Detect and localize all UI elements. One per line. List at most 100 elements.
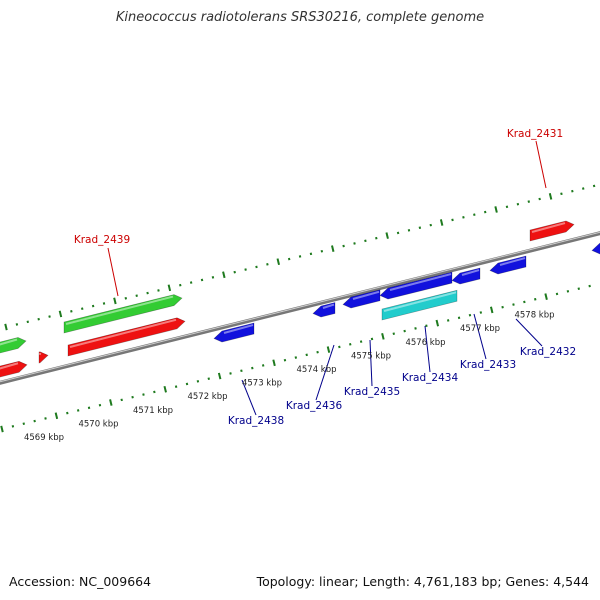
- inner-minor-tick: [468, 313, 472, 317]
- gene-layer: [0, 220, 600, 378]
- gene-label-leader-line: [315, 344, 335, 401]
- scale-label: 4577 kbp: [460, 324, 500, 334]
- outer-minor-tick: [483, 210, 487, 214]
- outer-minor-tick: [375, 236, 378, 240]
- gene-label: Krad_2431: [507, 128, 563, 140]
- scale-label: 4576 kbp: [405, 338, 445, 348]
- gene-label-leader-line: [535, 140, 547, 189]
- outer-minor-tick: [91, 304, 95, 308]
- inner-minor-tick: [229, 372, 232, 375]
- gene-highlight: [383, 291, 457, 312]
- outer-minor-tick: [189, 281, 193, 284]
- gene-red-block: [0, 360, 28, 378]
- inner-minor-tick: [425, 324, 428, 328]
- gene-label-leader-line: [107, 247, 119, 297]
- outer-minor-tick: [505, 205, 509, 209]
- scale-label: 4570 kbp: [78, 419, 118, 429]
- outer-major-tick: [58, 310, 63, 318]
- outer-minor-tick: [124, 296, 128, 300]
- inner-minor-tick: [555, 292, 559, 296]
- inner-minor-tick: [338, 345, 341, 349]
- outer-minor-tick: [516, 202, 520, 206]
- gene-blue-block: [213, 322, 255, 343]
- inner-minor-tick: [403, 329, 406, 333]
- outer-minor-tick: [309, 252, 313, 256]
- inner-minor-tick: [142, 393, 145, 396]
- outer-minor-tick: [81, 307, 84, 311]
- outer-major-tick: [385, 232, 389, 239]
- scale-label: 4572 kbp: [187, 392, 227, 402]
- inner-minor-tick: [534, 297, 537, 301]
- outer-major-tick: [548, 193, 553, 200]
- outer-major-tick: [4, 323, 8, 331]
- gene-highlight: [499, 257, 526, 266]
- inner-minor-tick: [446, 319, 450, 322]
- inner-minor-tick: [283, 358, 287, 362]
- inner-minor-tick: [316, 350, 319, 354]
- gene-label: Krad_2432: [520, 346, 576, 358]
- outer-major-tick: [113, 297, 117, 305]
- gene-label: Krad_2434: [402, 372, 459, 384]
- outer-minor-tick: [418, 226, 422, 230]
- outer-minor-tick: [146, 291, 149, 295]
- outer-minor-tick: [320, 249, 324, 253]
- outer-minor-tick: [473, 213, 476, 216]
- outer-minor-tick: [429, 223, 432, 227]
- outer-major-tick: [494, 206, 498, 213]
- outer-minor-tick: [462, 215, 465, 219]
- inner-minor-tick: [207, 377, 211, 381]
- outer-minor-tick: [407, 229, 411, 232]
- inner-minor-tick: [523, 300, 526, 304]
- inner-minor-tick: [98, 403, 102, 407]
- scale-layer: 4569 kbp 4570 kbp 4571 kbp 4572 kbp 4573 kbp…: [24, 311, 555, 443]
- inner-minor-tick: [131, 395, 134, 399]
- outer-minor-tick: [211, 276, 215, 279]
- genome-summary-text: Topology: linear; Length: 4,761,183 bp; …: [256, 574, 589, 589]
- inner-major-tick: [163, 385, 167, 393]
- outer-minor-tick: [451, 218, 454, 222]
- outer-minor-tick: [26, 320, 30, 324]
- inner-major-tick: [109, 399, 113, 406]
- gene-red-block: [529, 220, 575, 242]
- inner-major-tick: [326, 346, 331, 353]
- gene-red-block: [67, 317, 186, 357]
- outer-major-tick: [222, 271, 226, 279]
- outer-minor-tick: [15, 323, 19, 326]
- gene-red-block: [38, 351, 49, 364]
- inner-minor-tick: [479, 311, 483, 314]
- inner-minor-tick: [359, 340, 363, 343]
- gene-blue-block: [451, 267, 481, 285]
- inner-major-tick: [544, 293, 548, 300]
- gene-highlight: [461, 269, 480, 276]
- outer-major-tick: [167, 284, 172, 292]
- outer-minor-tick: [527, 200, 531, 203]
- gene-label-leader-line: [473, 313, 487, 360]
- genome-axis-highlight: [0, 231, 600, 383]
- gene-blue-block: [342, 289, 381, 309]
- gene-highlight: [65, 295, 174, 325]
- outer-major-tick: [439, 219, 444, 226]
- outer-minor-tick: [200, 278, 204, 282]
- inner-minor-tick: [457, 316, 461, 320]
- inner-minor-tick: [185, 382, 189, 386]
- map-title: Kineococcus radiotolerans SRS30216, comp…: [115, 10, 485, 25]
- outer-minor-tick: [538, 197, 541, 201]
- inner-minor-tick: [588, 284, 591, 288]
- gene-highlight: [531, 222, 566, 233]
- inner-minor-tick: [196, 380, 200, 383]
- scale-label: 4571 kbp: [133, 406, 173, 416]
- scale-label: 4569 kbp: [24, 433, 64, 443]
- inner-major-tick: [217, 372, 222, 380]
- scale-label: 4574 kbp: [296, 365, 336, 375]
- outer-minor-tick: [560, 192, 563, 196]
- outer-minor-tick: [48, 315, 51, 318]
- inner-minor-tick: [251, 366, 254, 370]
- gene-label-leader-line: [241, 379, 257, 416]
- gene-label: Krad_2433: [460, 359, 516, 371]
- inner-minor-tick: [66, 411, 69, 415]
- gene-label-leader-line: [424, 325, 431, 373]
- inner-minor-tick: [294, 356, 298, 359]
- gene-blue-block: [489, 255, 527, 275]
- gene-highlight: [223, 324, 254, 334]
- outer-major-tick: [331, 245, 335, 252]
